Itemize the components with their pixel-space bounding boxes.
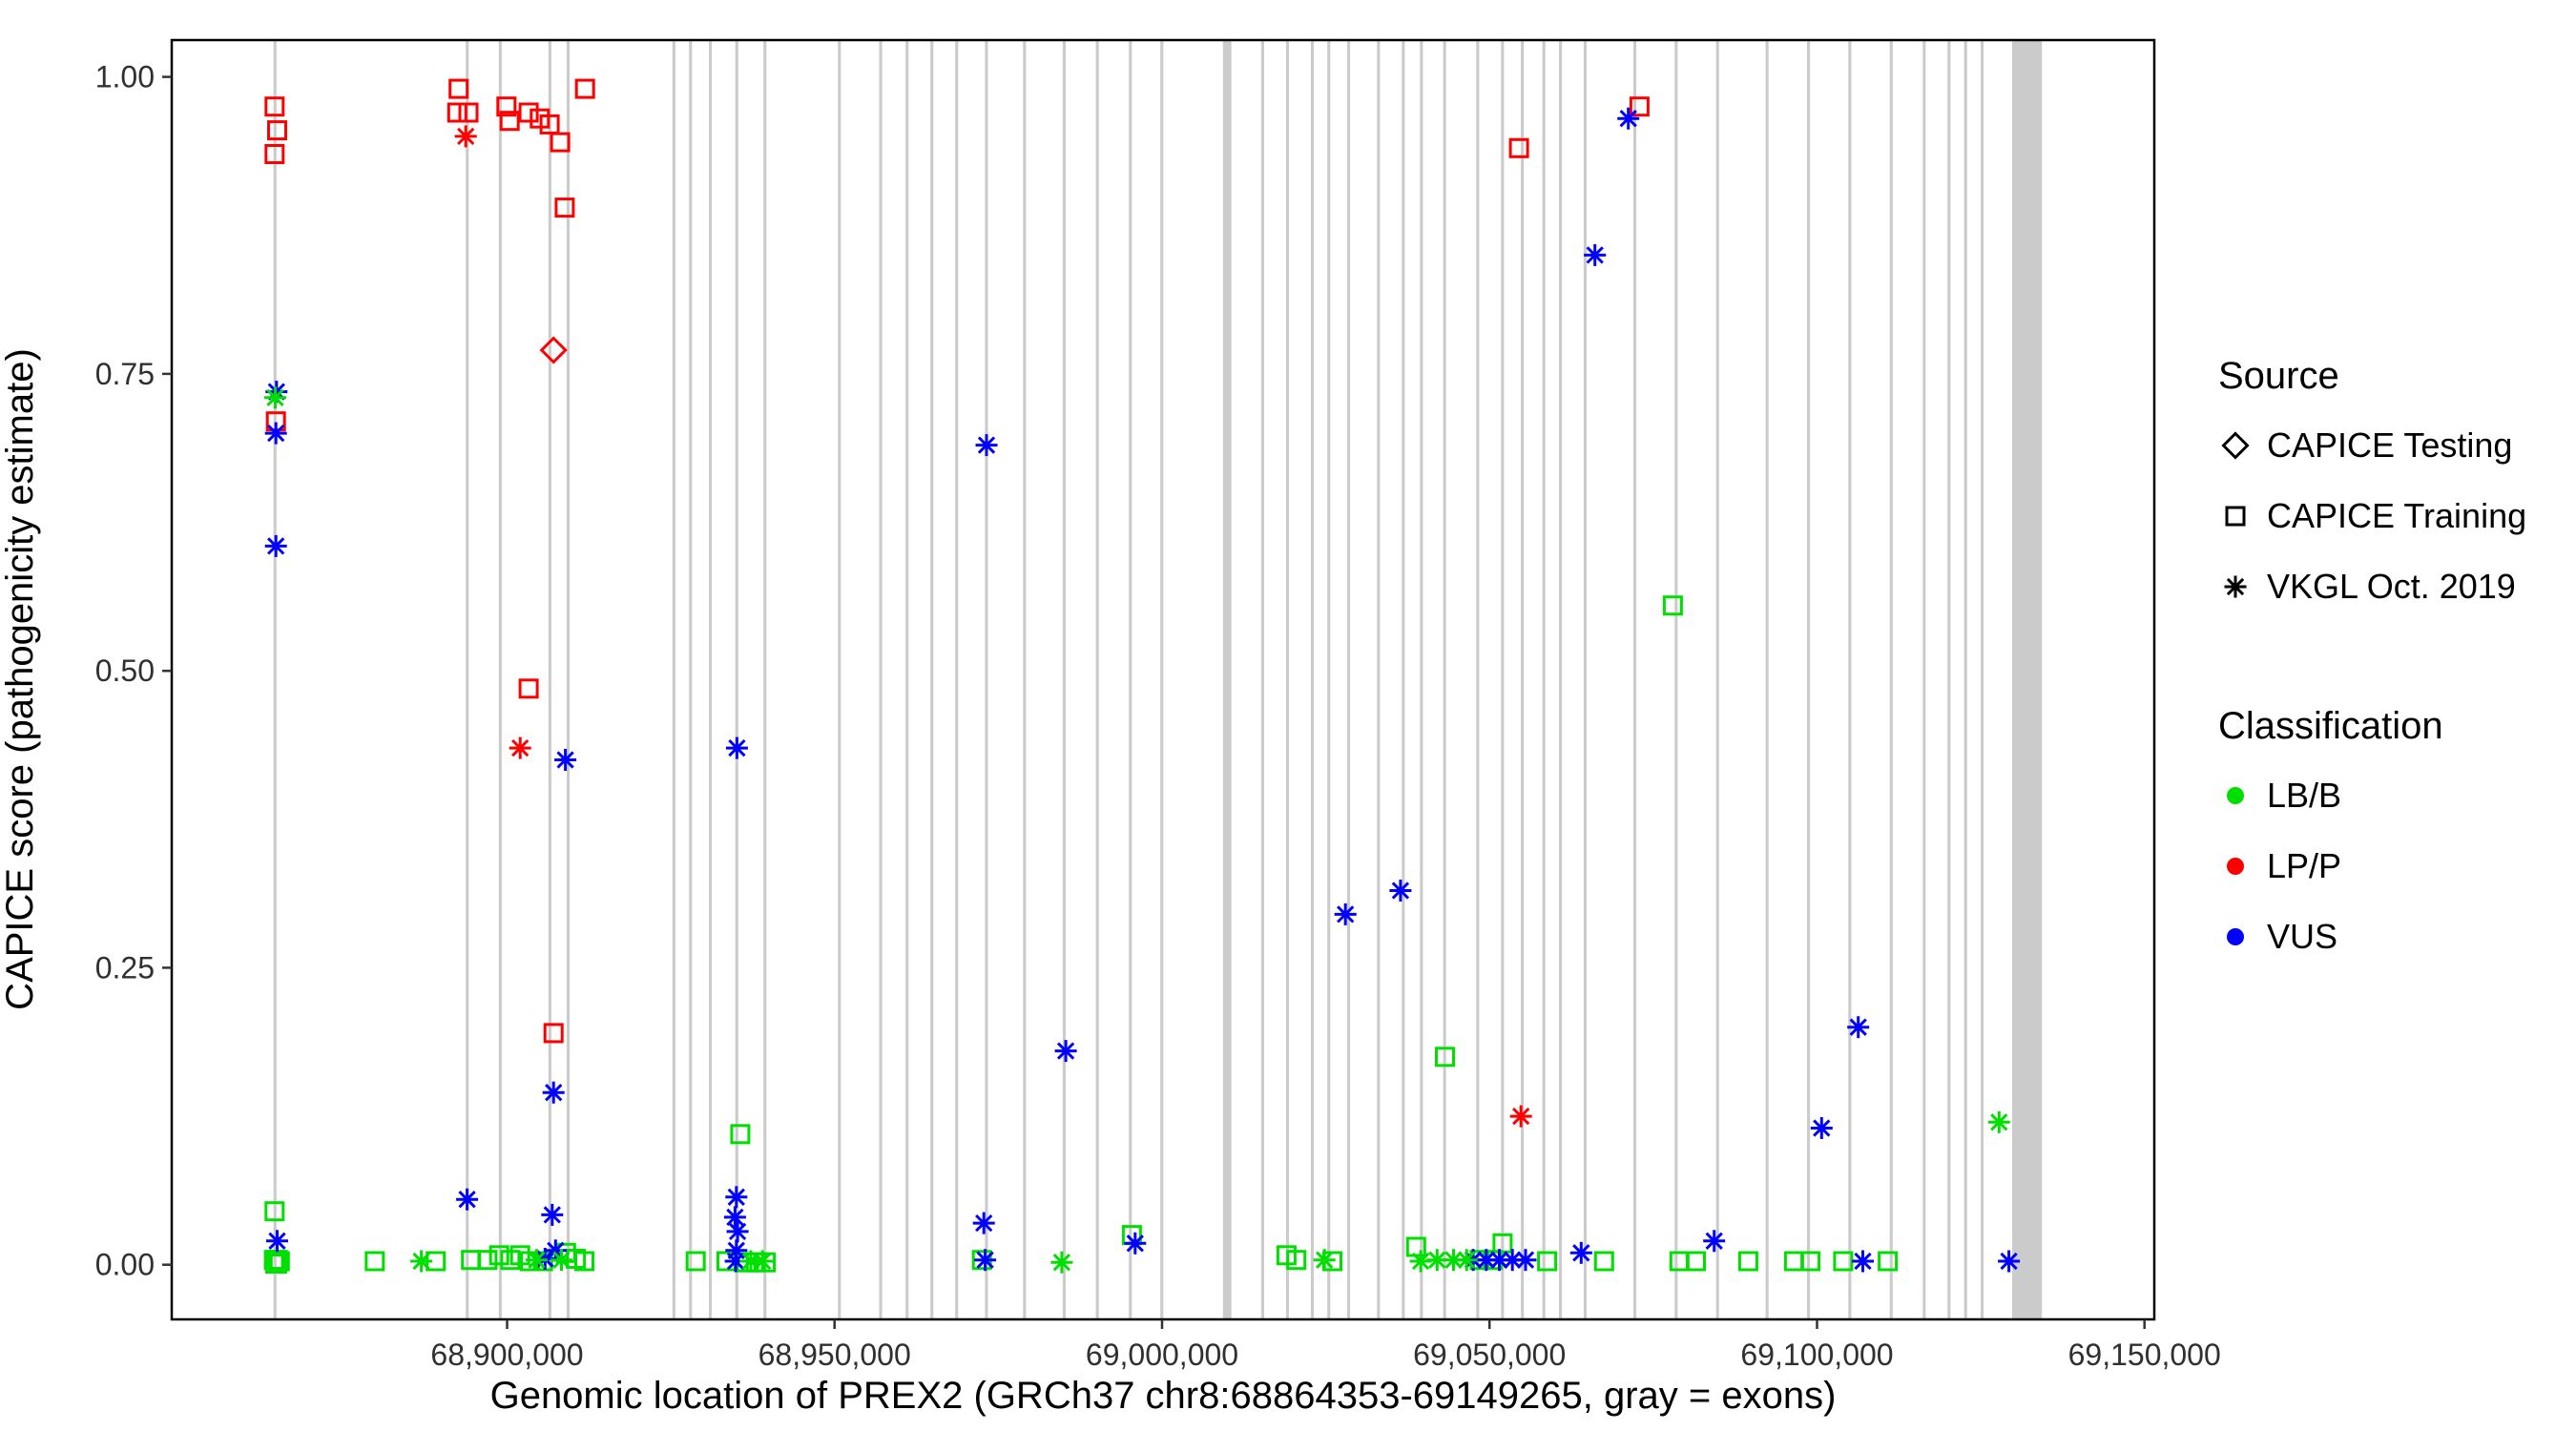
legend-item-capice-testing: CAPICE Testing — [2218, 410, 2526, 481]
svg-text:69,000,000: 69,000,000 — [1086, 1338, 1238, 1372]
red-dot-icon — [2218, 849, 2253, 883]
svg-text:0.25: 0.25 — [95, 950, 155, 985]
svg-text:69,150,000: 69,150,000 — [2068, 1338, 2221, 1372]
legend-source-group: Source CAPICE Testing CAPICE Training VK… — [2218, 357, 2526, 622]
svg-text:69,050,000: 69,050,000 — [1413, 1338, 1566, 1372]
svg-text:1.00: 1.00 — [95, 60, 155, 94]
svg-text:0.50: 0.50 — [95, 653, 155, 688]
svg-text:69,100,000: 69,100,000 — [1740, 1338, 1893, 1372]
legend-item-label: CAPICE Testing — [2267, 425, 2513, 465]
diamond-icon — [2218, 428, 2253, 463]
svg-text:0.00: 0.00 — [95, 1248, 155, 1282]
legend-item-label: LB/B — [2267, 776, 2342, 815]
legend-item-capice-training: CAPICE Training — [2218, 481, 2526, 551]
legend-item-vus: VUS — [2218, 902, 2526, 972]
legend-item-label: VUS — [2267, 917, 2338, 956]
legend-item-label: CAPICE Training — [2267, 496, 2527, 535]
legend-item-label: LP/P — [2267, 846, 2342, 885]
green-dot-icon — [2218, 778, 2253, 813]
legend-item-lbb: LB/B — [2218, 760, 2526, 831]
legend-source-title: Source — [2218, 355, 2339, 397]
blue-dot-icon — [2218, 920, 2253, 954]
svg-text:68,900,000: 68,900,000 — [430, 1338, 583, 1372]
asterisk-icon — [2218, 570, 2253, 604]
legend-classification-group: Classification LB/B LP/P VUS — [2218, 707, 2526, 972]
svg-text:0.75: 0.75 — [95, 357, 155, 391]
legend-classification-title: Classification — [2218, 705, 2443, 747]
y-axis-title: CAPICE score (pathogenicity estimate) — [0, 348, 41, 1010]
x-axis-title: Genomic location of PREX2 (GRCh37 chr8:6… — [490, 1375, 1837, 1417]
legend-item-lpp: LP/P — [2218, 831, 2526, 902]
legend-item-vkgl: VKGL Oct. 2019 — [2218, 551, 2526, 622]
legend-panel: Source CAPICE Testing CAPICE Training VK… — [2218, 357, 2526, 972]
svg-text:68,950,000: 68,950,000 — [758, 1338, 911, 1372]
legend-item-label: VKGL Oct. 2019 — [2267, 567, 2516, 606]
square-icon — [2218, 499, 2253, 533]
chart-layers: 68,900,000 68,950,000 69,000,000 69,050,000… — [95, 38, 2221, 1372]
